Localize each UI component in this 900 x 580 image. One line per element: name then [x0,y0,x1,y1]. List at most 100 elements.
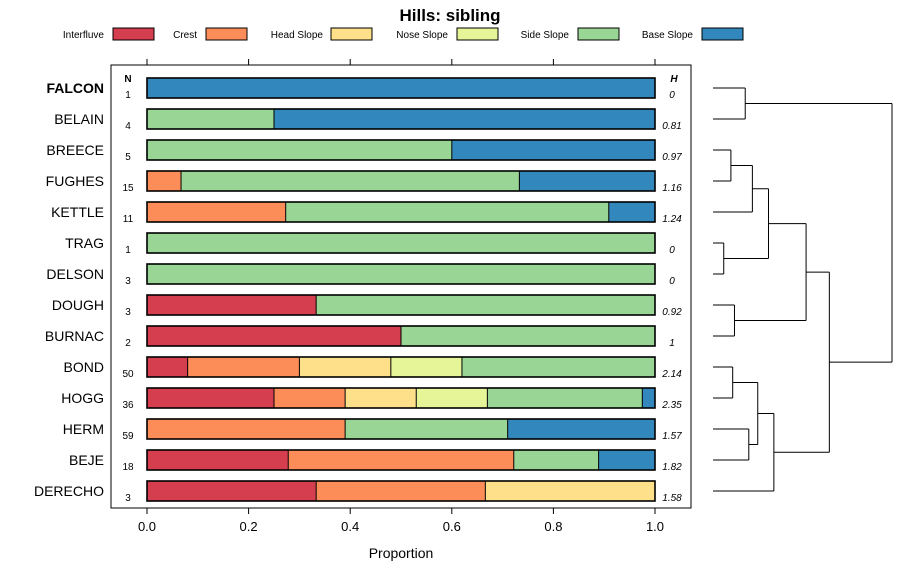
site-label: BELAIN [54,111,104,127]
n-value: 18 [122,462,134,473]
n-value: 59 [122,431,134,442]
bar-segment [147,233,655,253]
legend-label: Side Slope [521,30,570,41]
site-label: DERECHO [34,483,104,499]
h-value: 0 [669,90,675,101]
bar-segment [598,450,655,470]
bar-segment [485,481,655,501]
legend-swatch [577,27,620,41]
bar-segment [316,295,655,315]
h-value: 1 [669,338,675,349]
h-value: 1.16 [662,183,682,194]
bar-outline [146,108,656,130]
bar-segment [390,357,462,377]
bar-segment [285,202,609,222]
plot-panel [110,64,692,509]
n-value: 3 [125,276,131,287]
legend: Interfluve Crest Head Slope Nose Slope Side … [63,27,744,41]
bar-segment [147,450,289,470]
x-tick-label: 0.6 [443,519,461,534]
bar-segment [451,140,655,160]
bar-segment [147,326,401,346]
h-value: 0 [669,276,675,287]
legend-label: Nose Slope [396,30,448,41]
h-value: 2.35 [661,400,682,411]
site-label: HOGG [61,390,104,406]
x-tick-label: 0.8 [544,519,562,534]
n-value: 36 [122,400,134,411]
bar-segment [147,481,317,501]
bar-segment [487,388,643,408]
h-value: 1.82 [662,462,682,473]
n-value: 4 [125,121,131,132]
legend-swatch [330,27,373,41]
bar-segment [416,388,488,408]
bar-segment [147,78,655,98]
bar-outline [146,139,656,161]
bar-segment [507,419,655,439]
bar-outline [146,356,656,378]
h-value: 0.81 [662,121,681,132]
bar-outline [146,387,656,409]
bar-outline [146,294,656,316]
bar-segment [401,326,655,346]
site-label: BURNAC [45,328,104,344]
h-value: 1.57 [662,431,682,442]
bar-segment [147,388,274,408]
n-value: 50 [122,369,134,380]
h-value: 0 [669,245,675,256]
bar-segment [519,171,655,191]
site-label: HERM [63,421,104,437]
x-axis: 0.0 0.2 0.4 0.6 0.8 1.0 [138,59,664,534]
h-value: 1.58 [662,493,682,504]
n-value: 5 [125,152,131,163]
bar-segment [147,419,346,439]
legend-swatch [701,27,744,41]
h-value: 0.92 [662,307,682,318]
bar-segment [345,419,508,439]
legend-swatch [112,27,155,41]
bar-outline [146,418,656,440]
bar-segment [316,481,486,501]
site-label: DELSON [46,266,104,282]
bar-segment [147,357,188,377]
n-value: 11 [123,214,134,225]
bar-segment [513,450,599,470]
chart-title: Hills: sibling [399,6,500,25]
bar-segment [288,450,514,470]
n-value: 1 [125,90,131,101]
bar-segment [461,357,655,377]
bar-outline [146,263,656,285]
x-tick-label: 0.2 [240,519,258,534]
bar-segment [181,171,520,191]
n-value: 2 [125,338,131,349]
bar-segment [147,140,452,160]
legend-swatch [456,27,499,41]
legend-label: Interfluve [63,30,105,41]
bar-outline [146,449,656,471]
legend-swatch [205,27,248,41]
x-tick-label: 0.0 [138,519,156,534]
n-value: 15 [122,183,134,194]
bar-segment [274,109,655,129]
site-label: BREECE [46,142,104,158]
n-column-header: N [124,74,131,85]
n-value: 3 [125,493,131,504]
legend-label: Crest [173,30,197,41]
bar-segment [147,109,274,129]
bar-segment [608,202,655,222]
bar-rows: FALCON 1 0 BELAIN 4 0.81 BREECE 5 0.97 FUGHES 15 1.… [34,77,682,504]
site-label: FUGHES [46,173,104,189]
bar-segment [299,357,391,377]
h-column-header: H [670,74,678,85]
h-value: 0.97 [662,152,682,163]
bar-segment [274,388,346,408]
bar-segment [187,357,300,377]
dendrogram [713,87,893,492]
site-label: BEJE [69,452,104,468]
site-label: DOUGH [52,297,104,313]
bar-segment [147,264,655,284]
site-label: BOND [64,359,104,375]
bar-outline [146,77,656,99]
